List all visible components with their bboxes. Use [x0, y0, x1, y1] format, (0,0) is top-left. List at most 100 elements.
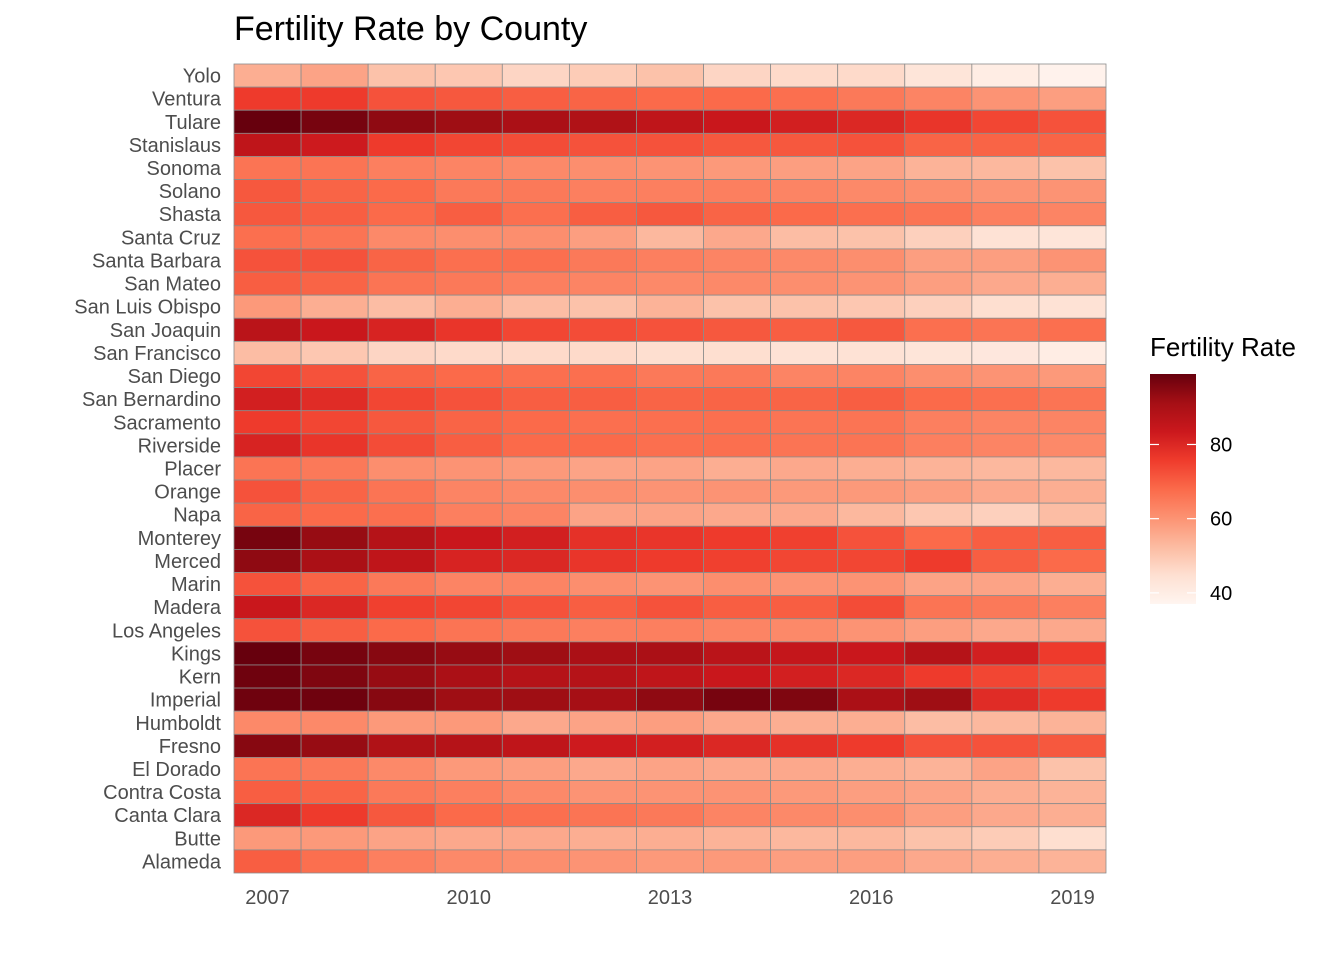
heatmap-cell [1038, 156, 1107, 180]
heatmap-cell [367, 294, 436, 319]
heatmap-cell [971, 664, 1040, 689]
heatmap-cell [971, 502, 1040, 527]
heatmap-cell [904, 687, 973, 712]
heatmap-cell [904, 86, 973, 111]
heatmap-cell [568, 156, 637, 180]
heatmap-cell [971, 109, 1040, 134]
heatmap-cell [434, 86, 503, 111]
county-label: Riverside [138, 435, 221, 457]
heatmap-cell [434, 340, 503, 365]
heatmap-cell [233, 757, 302, 781]
county-label: Napa [173, 505, 222, 527]
heatmap-cell [837, 294, 906, 319]
legend-tick-label: 80 [1210, 434, 1232, 456]
heatmap-cell [501, 109, 570, 134]
heatmap-cell [636, 618, 704, 643]
heatmap-cell [233, 340, 302, 365]
county-label: Kern [179, 667, 221, 689]
heatmap-cell [770, 294, 839, 319]
heatmap-cell [636, 109, 704, 134]
heatmap-cell [300, 757, 369, 781]
heatmap-cell [904, 317, 973, 342]
heatmap-cell [233, 387, 302, 412]
heatmap-cell [1038, 849, 1107, 874]
heatmap-cell [636, 248, 704, 273]
heatmap-cell [904, 433, 973, 458]
heatmap-cell [837, 63, 906, 88]
county-axis-labels: YoloVenturaTulareStanislausSonomaSolanoS… [74, 66, 222, 874]
heatmap-cell [1038, 248, 1107, 273]
heatmap-cell [636, 826, 704, 851]
heatmap-cell [367, 479, 436, 504]
county-label: Shasta [159, 204, 222, 226]
heatmap-cell [904, 109, 973, 134]
heatmap-cell [568, 340, 637, 365]
heatmap-cell [971, 687, 1040, 712]
heatmap-cell [233, 63, 302, 88]
heatmap-cell [770, 595, 839, 620]
heatmap-cell [434, 572, 503, 597]
heatmap-cell [568, 710, 637, 735]
heatmap-cell [837, 248, 906, 273]
heatmap-cell [233, 109, 302, 134]
heatmap-cell [367, 641, 436, 666]
heatmap-cell [434, 780, 503, 805]
heatmap-cell [300, 664, 369, 689]
heatmap-cell [434, 456, 503, 481]
heatmap-cell [300, 549, 369, 573]
heatmap-cell [367, 63, 436, 88]
county-label: Los Angeles [112, 620, 221, 642]
heatmap-cell [568, 641, 637, 666]
heatmap-cell [837, 132, 906, 157]
heatmap-cell [501, 641, 570, 666]
heatmap-cell [233, 248, 302, 273]
heatmap-cell [434, 248, 503, 273]
heatmap-cell [501, 364, 570, 388]
heatmap-cell [300, 271, 369, 296]
heatmap-cell [233, 641, 302, 666]
heatmap-cell [1038, 179, 1107, 204]
heatmap-cell [703, 248, 772, 273]
heatmap-cell [1038, 641, 1107, 666]
heatmap-cell [770, 757, 839, 781]
heatmap-cell [971, 156, 1040, 180]
heatmap-cell [501, 687, 570, 712]
heatmap-cell [837, 502, 906, 527]
heatmap-cell [837, 849, 906, 874]
heatmap-cell [703, 757, 772, 781]
heatmap-cell [300, 525, 369, 550]
heatmap-cell [971, 780, 1040, 805]
heatmap-cell [568, 849, 637, 874]
heatmap-cell [837, 664, 906, 689]
heatmap-cell [1038, 525, 1107, 550]
heatmap-cell [904, 618, 973, 643]
heatmap-cell [904, 710, 973, 735]
heatmap-cell [904, 826, 973, 851]
heatmap-cell [367, 387, 436, 412]
heatmap-cell [233, 618, 302, 643]
heatmap-cell [1038, 803, 1107, 828]
heatmap-cell [703, 179, 772, 204]
heatmap-cell [367, 595, 436, 620]
heatmap-cell [837, 109, 906, 134]
heatmap-cell [501, 664, 570, 689]
heatmap-cell [300, 502, 369, 527]
heatmap-cell [703, 479, 772, 504]
heatmap-cell [703, 132, 772, 157]
heatmap-cell [837, 595, 906, 620]
heatmap-cell [367, 733, 436, 758]
county-label: Madera [153, 597, 222, 619]
heatmap-cell [501, 502, 570, 527]
heatmap-cell [971, 803, 1040, 828]
county-label: Merced [154, 551, 221, 573]
heatmap-cell [971, 549, 1040, 573]
heatmap-cell [837, 433, 906, 458]
heatmap-cell [636, 572, 704, 597]
heatmap-cell [770, 433, 839, 458]
heatmap-cell [367, 340, 436, 365]
heatmap-cell [233, 664, 302, 689]
heatmap-cell [300, 410, 369, 435]
heatmap-cell [904, 572, 973, 597]
heatmap-cell [367, 202, 436, 227]
